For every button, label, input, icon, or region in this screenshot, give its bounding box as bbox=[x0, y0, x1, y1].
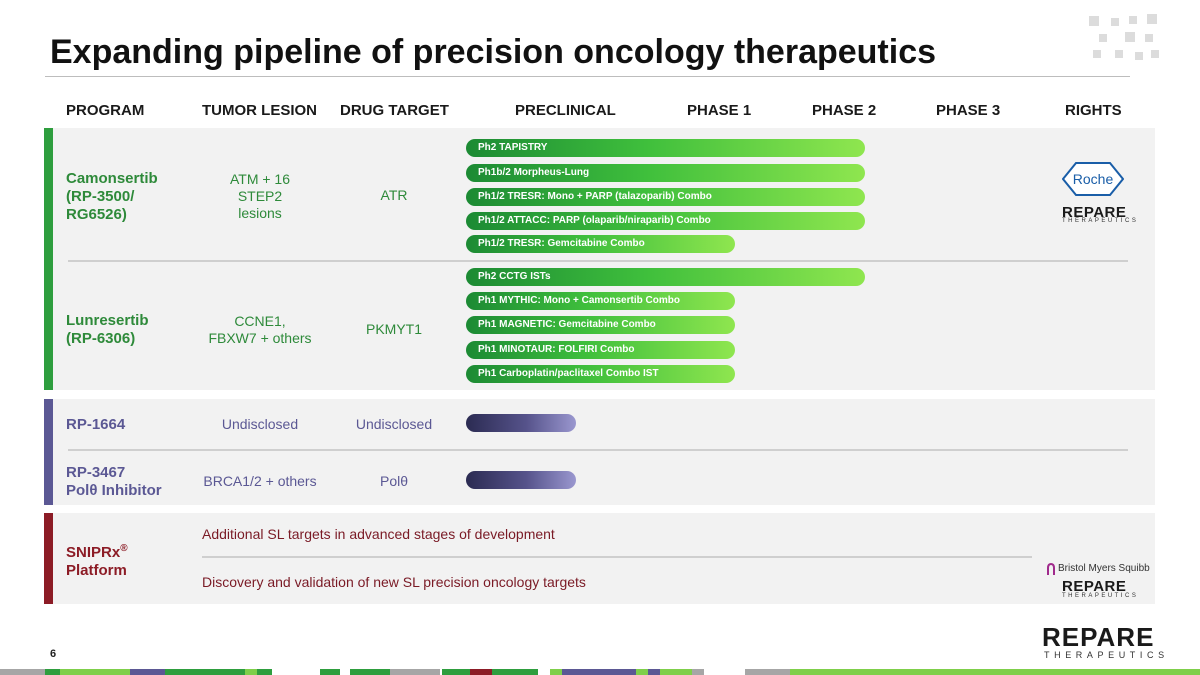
decorative-dots bbox=[1085, 12, 1165, 62]
trial-bar: Ph1/2 TRESR: Mono + PARP (talazoparib) C… bbox=[466, 188, 865, 206]
trial-bar: Ph1 MYTHIC: Mono + Camonsertib Combo bbox=[466, 292, 735, 310]
trial-bar: Ph2 TAPISTRY bbox=[466, 139, 865, 157]
program-rp3467: RP-3467 Polθ Inhibitor bbox=[66, 464, 162, 499]
trial-bar: Ph1/2 TRESR: Gemcitabine Combo bbox=[466, 235, 735, 253]
trial-bar: Ph1b/2 Morpheus-Lung bbox=[466, 164, 865, 182]
title-divider bbox=[45, 76, 1130, 77]
page-number: 6 bbox=[50, 648, 57, 660]
trial-bar: Ph1 MAGNETIC: Gemcitabine Combo bbox=[466, 316, 735, 334]
row-divider bbox=[202, 556, 1032, 558]
sniprx-panel bbox=[44, 513, 1155, 604]
purple-accent-bar bbox=[44, 399, 53, 505]
sniprx-line-2: Discovery and validation of new SL preci… bbox=[202, 574, 586, 590]
trial-bar: Ph1 MINOTAUR: FOLFIRI Combo bbox=[466, 341, 735, 359]
maroon-accent-bar bbox=[44, 513, 53, 604]
repare-logo-small-sub: THERAPEUTICS bbox=[1062, 593, 1139, 599]
header-program: PROGRAM bbox=[66, 102, 145, 119]
camonsertib-target: ATR bbox=[380, 187, 408, 203]
repare-logo-small-sub: THERAPEUTICS bbox=[1062, 218, 1139, 224]
lunresertib-target: PKMYT1 bbox=[365, 321, 422, 337]
header-phase-2: PHASE 2 bbox=[812, 102, 877, 119]
lunresertib-lesion: CCNE1, FBXW7 + others bbox=[208, 313, 312, 346]
program-sniprx: SNIPRx® Platform bbox=[66, 543, 128, 579]
preclinical-bar bbox=[466, 471, 576, 489]
page-title: Expanding pipeline of precision oncology… bbox=[50, 33, 937, 71]
header-preclinical: PRECLINICAL bbox=[515, 102, 616, 119]
header-phase-3: PHASE 3 bbox=[936, 102, 1001, 119]
repare-logo-small: REPARE bbox=[1062, 204, 1127, 221]
header-tumor-lesion: TUMOR LESION bbox=[202, 102, 317, 119]
footer-color-strip bbox=[0, 669, 1200, 675]
row-divider bbox=[68, 449, 1128, 451]
repare-logo-sub: THERAPEUTICS bbox=[1044, 650, 1169, 660]
rp1664-target: Undisclosed bbox=[355, 416, 433, 432]
rp1664-lesion: Undisclosed bbox=[221, 416, 299, 432]
bms-logo-text: Bristol Myers Squibb bbox=[1058, 563, 1150, 574]
green-accent-bar bbox=[44, 128, 53, 390]
program-camonsertib: Camonsertib (RP-3500/ RG6526) bbox=[66, 170, 158, 223]
preclinical-bar bbox=[466, 414, 576, 432]
bms-icon bbox=[1047, 563, 1055, 575]
row-divider bbox=[68, 260, 1128, 262]
program-rp1664: RP-1664 bbox=[66, 416, 126, 433]
trial-bar: Ph1/2 ATTACC: PARP (olaparib/niraparib) … bbox=[466, 212, 865, 230]
roche-logo: Roche bbox=[1062, 162, 1124, 196]
repare-logo-small: REPARE bbox=[1062, 578, 1127, 595]
header-phase-1: PHASE 1 bbox=[687, 102, 752, 119]
rp3467-lesion: BRCA1/2 + others bbox=[203, 473, 317, 489]
program-lunresertib: Lunresertib (RP-6306) bbox=[66, 312, 149, 347]
rp3467-target: Polθ bbox=[379, 473, 409, 489]
header-rights: RIGHTS bbox=[1065, 102, 1122, 119]
purple-programs-panel bbox=[44, 399, 1155, 505]
repare-logo: REPARE bbox=[1042, 622, 1155, 652]
trial-bar: Ph2 CCTG ISTs bbox=[466, 268, 865, 286]
trial-bar: Ph1 Carboplatin/paclitaxel Combo IST bbox=[466, 365, 735, 383]
sniprx-line-1: Additional SL targets in advanced stages… bbox=[202, 526, 555, 542]
svg-text:Roche: Roche bbox=[1073, 171, 1114, 187]
camonsertib-lesion: ATM + 16 STEP2 lesions bbox=[229, 171, 291, 221]
header-drug-target: DRUG TARGET bbox=[340, 102, 449, 119]
